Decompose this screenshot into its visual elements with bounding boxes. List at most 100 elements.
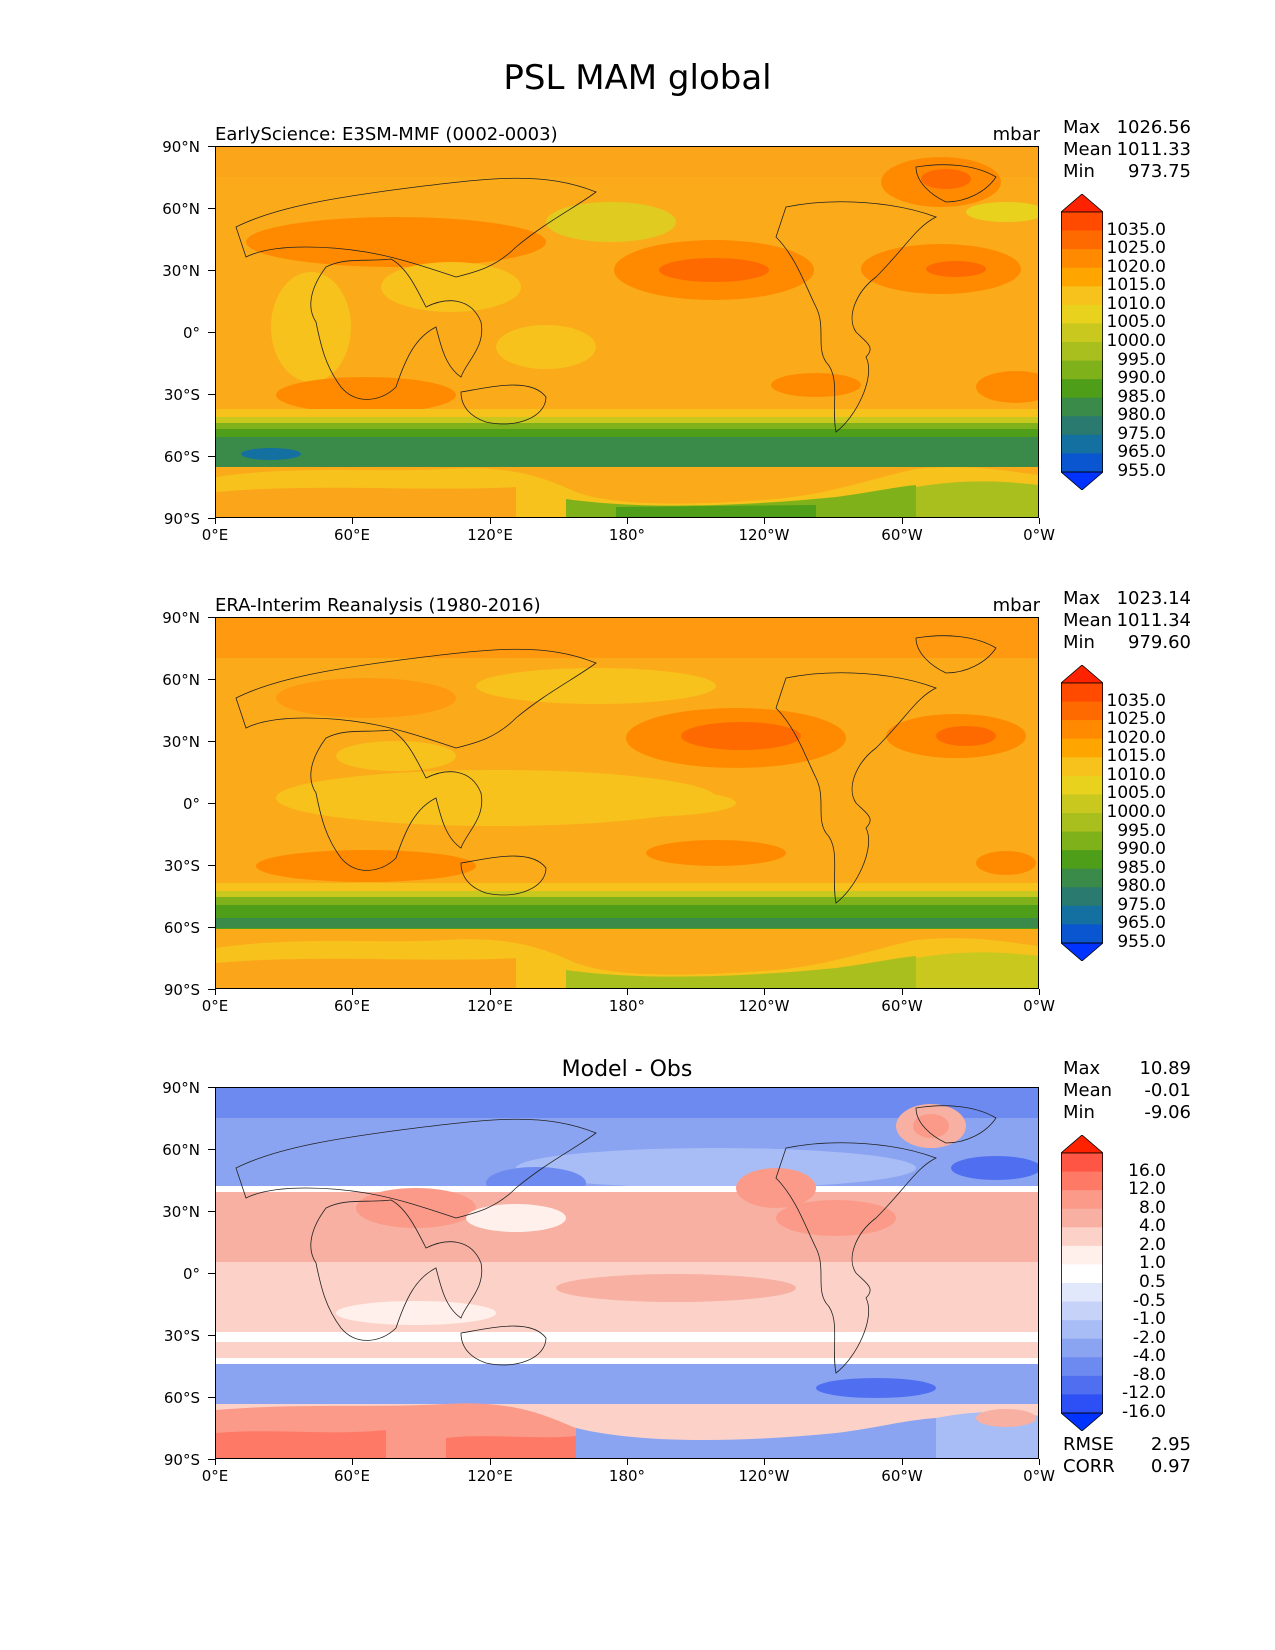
stat-label: Mean: [1063, 1080, 1113, 1101]
colorbar-band: [1061, 738, 1103, 758]
psl-field-diff: [216, 1088, 1038, 1458]
x-tick-label: 120°W: [738, 997, 790, 1015]
y-tick-label: 90°S: [163, 1451, 200, 1469]
x-tick-mark: [1038, 518, 1040, 524]
x-tick-mark: [901, 989, 903, 995]
stat-label: Min: [1063, 632, 1095, 653]
x-tick-mark: [764, 1459, 766, 1465]
colorbar: [1061, 665, 1103, 961]
stat-value: 1011.34: [1116, 610, 1191, 631]
colorbar-tick-label: 955.0: [1117, 461, 1166, 481]
y-tick-mark: [208, 146, 215, 147]
y-tick-mark: [208, 865, 215, 866]
x-tick-mark: [489, 989, 491, 995]
colorbar-band: [1061, 813, 1103, 833]
map-plot: [215, 1087, 1039, 1459]
stat-value: 10.89: [1139, 1058, 1191, 1079]
panel-diff: Model - Obs: [0, 1057, 1275, 1525]
stat-value: -9.06: [1144, 1102, 1191, 1123]
colorbar-tick-label: 995.0: [1117, 349, 1166, 370]
colorbar-tick-label: 1025.0: [1106, 709, 1166, 730]
colorbar-tick-label: -0.5: [1132, 1290, 1166, 1311]
map-plot: [215, 617, 1039, 989]
stat-value: 1023.14: [1116, 588, 1191, 609]
x-tick-label: 60°W: [881, 526, 923, 544]
x-tick-label: 120°W: [738, 1467, 790, 1485]
colorbar-band: [1061, 701, 1103, 721]
x-tick-mark: [626, 1459, 628, 1465]
stat-label: Max: [1063, 117, 1101, 138]
x-tick-mark: [489, 518, 491, 524]
x-tick-mark: [626, 989, 628, 995]
colorbar-band: [1061, 379, 1103, 399]
colorbar-band: [1061, 1338, 1103, 1358]
x-tick-label: 0°E: [201, 526, 229, 544]
colorbar-band: [1061, 1227, 1103, 1247]
stat-label: Mean: [1063, 610, 1113, 631]
metric-label: RMSE: [1063, 1434, 1114, 1455]
y-tick-label: 30°N: [162, 262, 200, 280]
x-tick-mark: [352, 518, 354, 524]
y-tick-label: 0°: [182, 795, 200, 813]
stat-label: Min: [1063, 1102, 1095, 1123]
psl-field-obs: [216, 618, 1038, 988]
y-tick-label: 0°: [182, 1265, 200, 1283]
colorbar-extend-bottom: [1061, 1412, 1103, 1431]
y-tick-label: 0°: [182, 324, 200, 342]
colorbar-band: [1061, 905, 1103, 925]
colorbar-tick-label: 985.0: [1117, 386, 1166, 407]
colorbar-band: [1061, 757, 1103, 777]
y-tick-label: 90°S: [163, 981, 200, 999]
colorbar-tick-label: -2.0: [1132, 1327, 1166, 1348]
colorbar-band: [1061, 416, 1103, 436]
colorbar-band: [1061, 342, 1103, 362]
colorbar-tick-label: 955.0: [1117, 932, 1166, 952]
colorbar-tick-label: 990.0: [1117, 839, 1166, 860]
colorbar-band: [1061, 1375, 1103, 1395]
colorbar: [1061, 194, 1103, 490]
y-tick-mark: [208, 1273, 215, 1274]
colorbar-band: [1061, 1357, 1103, 1377]
colorbar-extend-bottom: [1061, 942, 1103, 961]
y-tick-label: 30°N: [162, 733, 200, 751]
y-tick-label: 60°N: [162, 671, 200, 689]
x-tick-label: 0°W: [1023, 526, 1055, 544]
colorbar-tick-label: 8.0: [1138, 1197, 1166, 1218]
x-tick-label: 120°E: [467, 1467, 513, 1485]
y-tick-label: 90°N: [162, 1079, 200, 1097]
colorbar-band: [1061, 1394, 1103, 1414]
x-tick-label: 60°W: [881, 1467, 923, 1485]
y-tick-label: 90°N: [162, 138, 200, 156]
colorbar-tick-label: 1000.0: [1106, 802, 1166, 822]
colorbar-tick-label: -1.0: [1132, 1309, 1166, 1330]
colorbar-band: [1061, 434, 1103, 454]
colorbar-tick-label: 1020.0: [1106, 256, 1166, 277]
colorbar-frame: [1061, 682, 1103, 944]
y-tick-mark: [208, 1149, 215, 1150]
x-tick-mark: [215, 518, 216, 524]
colorbar-tick-label: -16.0: [1122, 1402, 1166, 1422]
colorbar-band: [1061, 304, 1103, 324]
diff-metrics: RMSE 2.95 CORR 0.97: [1063, 1434, 1191, 1478]
y-tick-mark: [208, 394, 215, 395]
stat-value: -0.01: [1144, 1080, 1191, 1101]
colorbar-tick-label: 1035.0: [1106, 219, 1166, 240]
y-tick-mark: [208, 518, 215, 519]
colorbar-tick-label: 1010.0: [1106, 293, 1166, 314]
y-tick-mark: [208, 989, 215, 990]
colorbar-band: [1061, 683, 1103, 703]
colorbar-tick-label: 2.0: [1138, 1234, 1166, 1255]
stat-value: 1011.33: [1116, 139, 1191, 160]
colorbar-band: [1061, 212, 1103, 232]
panel-title: ERA-Interim Reanalysis (1980-2016): [215, 595, 541, 616]
colorbar-band: [1061, 868, 1103, 888]
x-tick-label: 180°: [608, 526, 646, 544]
x-tick-label: 0°W: [1023, 997, 1055, 1015]
stat-value: 1026.56: [1116, 117, 1191, 138]
y-tick-label: 90°S: [163, 510, 200, 528]
colorbar-band: [1061, 775, 1103, 795]
colorbar-band: [1061, 850, 1103, 870]
colorbar-band: [1061, 924, 1103, 944]
y-tick-mark: [208, 332, 215, 333]
y-tick-label: 60°N: [162, 1141, 200, 1159]
